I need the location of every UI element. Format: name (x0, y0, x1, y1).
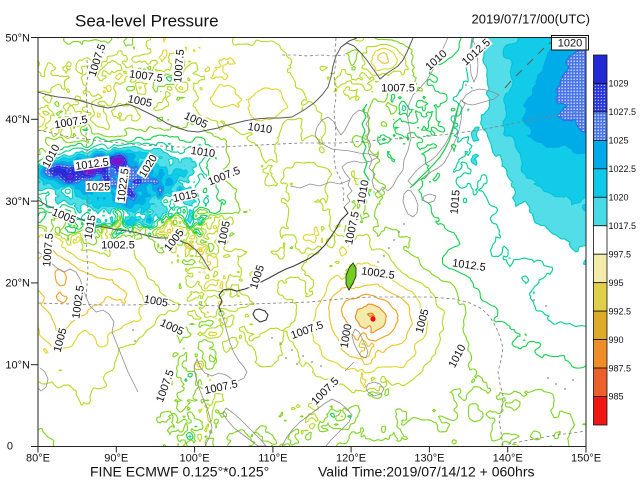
svg-text:80°E: 80°E (26, 453, 50, 465)
svg-text:2019/07/17/00(UTC): 2019/07/17/00(UTC) (471, 12, 590, 27)
svg-text:1022.5: 1022.5 (609, 164, 637, 174)
svg-text:90°E: 90°E (104, 453, 128, 465)
svg-text:1007.5: 1007.5 (128, 68, 163, 85)
svg-text:1017.5: 1017.5 (609, 221, 637, 231)
svg-text:140°E: 140°E (493, 453, 523, 465)
svg-text:FINE ECMWF 0.125°*0.125°: FINE ECMWF 0.125°*0.125° (90, 464, 269, 480)
svg-text:985: 985 (609, 392, 624, 402)
svg-text:987.5: 987.5 (609, 363, 632, 373)
svg-text:30°N: 30°N (5, 196, 30, 208)
svg-text:Sea-level Pressure: Sea-level Pressure (75, 12, 219, 31)
svg-text:0: 0 (7, 441, 13, 453)
svg-text:40°N: 40°N (5, 114, 30, 126)
svg-text:1020: 1020 (609, 193, 629, 203)
svg-text:1000: 1000 (339, 323, 355, 349)
svg-text:1015: 1015 (449, 189, 463, 214)
svg-text:1002.5: 1002.5 (101, 240, 135, 252)
svg-text:Valid Time:2019/07/14/12 + 060: Valid Time:2019/07/14/12 + 060hrs (318, 464, 535, 480)
svg-text:10°N: 10°N (5, 360, 30, 372)
svg-text:990: 990 (609, 335, 624, 345)
svg-text:120°E: 120°E (336, 453, 366, 465)
svg-text:1022.5: 1022.5 (116, 168, 132, 203)
svg-text:1015: 1015 (83, 214, 99, 240)
svg-text:1010: 1010 (247, 121, 273, 136)
svg-text:1005: 1005 (143, 294, 169, 310)
svg-text:1005: 1005 (216, 220, 233, 246)
svg-text:1007.5: 1007.5 (41, 233, 56, 268)
svg-text:20°N: 20°N (5, 278, 30, 290)
svg-text:100°E: 100°E (180, 453, 210, 465)
svg-text:995: 995 (609, 278, 624, 288)
svg-text:992.5: 992.5 (609, 306, 632, 316)
svg-text:1020: 1020 (558, 38, 582, 50)
svg-text:1007.5: 1007.5 (381, 83, 415, 95)
svg-text:150°E: 150°E (571, 453, 601, 465)
svg-text:50°N: 50°N (5, 32, 30, 44)
svg-text:1015: 1015 (172, 188, 198, 205)
svg-text:1007.5: 1007.5 (53, 114, 88, 132)
svg-text:1007.5: 1007.5 (172, 49, 187, 84)
svg-text:997.5: 997.5 (609, 249, 632, 259)
svg-text:1025: 1025 (609, 136, 629, 146)
svg-text:1029: 1029 (609, 79, 629, 89)
svg-text:1010: 1010 (190, 145, 216, 160)
svg-text:110°E: 110°E (258, 453, 287, 465)
svg-text:1012.5: 1012.5 (75, 156, 110, 173)
svg-text:130°E: 130°E (414, 453, 444, 465)
svg-text:1002.5: 1002.5 (360, 265, 395, 282)
svg-text:1027.5: 1027.5 (609, 107, 637, 117)
svg-text:1010: 1010 (356, 179, 372, 205)
svg-text:1002.5: 1002.5 (70, 285, 87, 320)
svg-text:1025: 1025 (86, 182, 110, 194)
svg-text:1012.5: 1012.5 (451, 257, 486, 274)
svg-text:1005: 1005 (127, 93, 153, 110)
